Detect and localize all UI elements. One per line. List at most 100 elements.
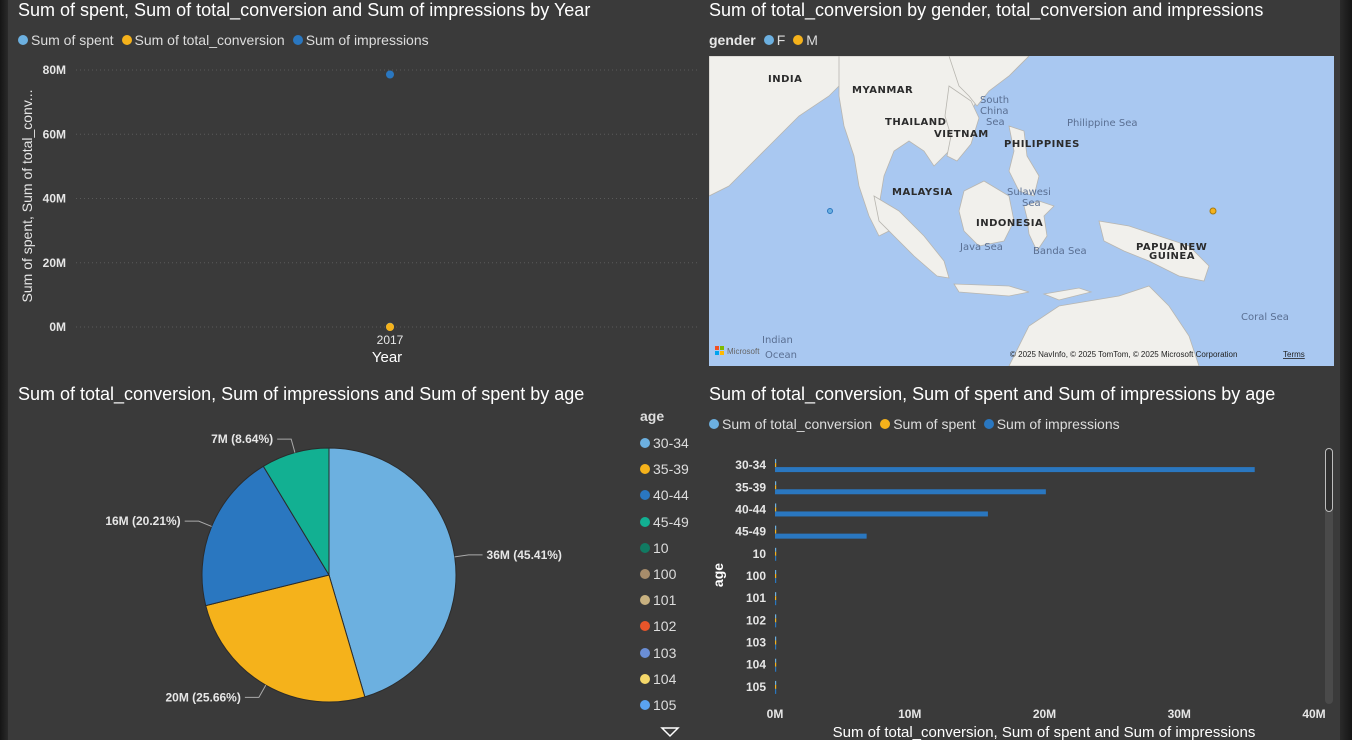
map-visual[interactable]: Sum of total_conversion by gender, total… [709,0,1334,370]
visual-title: Sum of total_conversion by gender, total… [709,0,1264,20]
bar[interactable] [775,525,777,530]
bar[interactable] [775,503,777,508]
x-tick-label: 10M [898,707,921,721]
bar[interactable] [775,574,777,578]
bar[interactable] [775,551,777,556]
bar[interactable] [775,578,777,583]
legend-label: Sum of impressions [996,416,1120,432]
map-point-f[interactable] [827,208,833,214]
legend-item-total-conversion[interactable]: Sum of total_conversion [709,416,872,432]
y-tick-label: 20M [43,256,66,270]
bar[interactable] [775,644,777,650]
legend-item-spent[interactable]: Sum of spent [18,32,114,48]
legend-item-impressions[interactable]: Sum of impressions [292,32,429,48]
map-sea-label: South [980,95,1009,106]
bar[interactable] [775,529,777,534]
map-place-label: VIETNAM [934,129,989,140]
pie-visual[interactable]: Sum of total_conversion, Sum of impressi… [18,384,698,740]
x-tick-label: 30M [1168,707,1191,721]
land-australia [1008,285,1200,366]
bar[interactable] [775,533,867,539]
legend-label: 10 [653,539,669,556]
bar[interactable] [775,680,777,685]
leader-line [184,520,212,527]
pie-slice[interactable] [205,574,366,703]
scatter-visual[interactable]: Sum of spent, Sum of total_conversion an… [18,0,698,370]
leader-line [277,438,296,453]
legend-item[interactable]: 40-44 [640,482,689,508]
legend-label: Sum of total_conversion [722,416,873,432]
bar[interactable] [775,684,777,689]
legend-label: 105 [653,696,677,713]
bar[interactable] [775,463,777,468]
bar-scroll-track[interactable] [1325,448,1333,704]
map-sea-label: Philippine Sea [1067,118,1137,129]
legend-item-impressions[interactable]: Sum of impressions [983,416,1120,432]
legend-item[interactable]: 45-49 [640,509,689,535]
map-point-m[interactable] [1209,207,1217,215]
legend-item[interactable]: 103 [640,640,689,666]
bar[interactable] [775,658,777,663]
bar[interactable] [775,614,777,619]
legend-label: Sum of spent [893,416,976,432]
legend-label: 40-44 [653,487,689,504]
legend-scroll-down-icon[interactable] [660,726,680,738]
map-place-label: MYANMAR [852,85,913,96]
bar[interactable] [775,622,777,628]
bar[interactable] [775,640,777,645]
data-point[interactable] [386,322,394,331]
map-terms-link[interactable]: Terms [1283,350,1305,359]
legend-item[interactable]: 10 [640,535,689,561]
map-place-label: INDIA [768,74,802,85]
bar[interactable] [775,467,1255,473]
map-sea-label: Coral Sea [1241,312,1289,323]
map-canvas[interactable]: INDIA MYANMAR THAILAND VIETNAM PHILIPPIN… [709,56,1334,366]
bar[interactable] [775,636,777,641]
bar[interactable] [775,547,777,552]
map-sea-label: Sea [1022,198,1041,209]
bar[interactable] [775,489,1046,495]
legend-item-f[interactable]: F [763,32,786,48]
bar[interactable] [775,600,777,606]
bar-visual[interactable]: Sum of total_conversion, Sum of spent an… [709,384,1334,740]
y-tick-label: 80M [43,63,66,77]
land-sulawesi [1023,200,1055,252]
x-tick-label: 40M [1302,707,1325,721]
legend-item-spent[interactable]: Sum of spent [880,416,976,432]
bar[interactable] [775,511,988,517]
map-attribution: © 2025 NavInfo, © 2025 TomTom, © 2025 Mi… [1010,350,1237,359]
y-tick-label: 35-39 [735,480,766,494]
legend-label: 102 [653,618,677,635]
legend-item[interactable]: 104 [640,666,689,692]
legend: gender F M [709,32,826,48]
legend-marker [18,35,28,45]
bar[interactable] [775,459,777,464]
bar[interactable] [775,570,777,574]
scatter-plot: Sum of spent, Sum of total_conv... Year … [19,63,698,366]
bar[interactable] [775,688,777,694]
legend-item[interactable]: 105 [640,692,689,718]
bar[interactable] [775,507,777,512]
legend-item-total-conversion[interactable]: Sum of total_conversion [121,32,285,48]
bar[interactable] [775,481,777,486]
y-tick-label: 45-49 [735,525,766,539]
bar[interactable] [775,592,777,597]
x-tick-label: 20M [1033,707,1056,721]
pie-chart: 36M (45.41%) 20M (25.66%) 16M (20.21%) 7M (… [105,432,562,704]
legend-item[interactable]: 101 [640,587,689,613]
legend-item[interactable]: 102 [640,613,689,639]
bar[interactable] [775,618,777,623]
bar-scroll-thumb[interactable] [1325,448,1333,512]
legend-item[interactable]: 100 [640,561,689,587]
bar[interactable] [775,666,777,672]
bar[interactable] [775,485,777,490]
bar[interactable] [775,662,777,667]
pie-slice[interactable] [328,447,457,698]
legend-label: F [776,32,786,48]
bar[interactable] [775,555,777,561]
legend-item[interactable]: 35-39 [640,456,689,482]
legend-item-m[interactable]: M [793,32,818,48]
bar[interactable] [775,596,777,601]
data-point[interactable] [386,70,394,79]
legend-item[interactable]: 30-34 [640,430,689,456]
